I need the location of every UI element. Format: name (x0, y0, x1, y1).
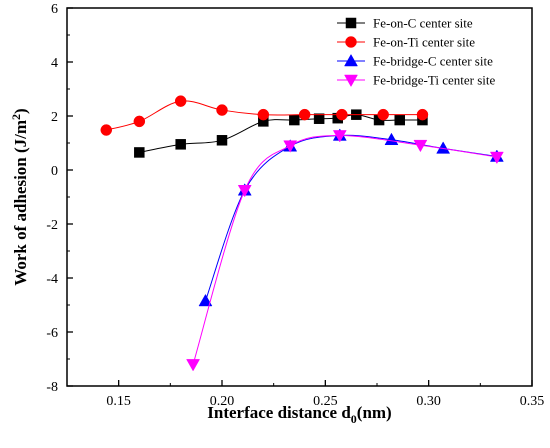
series-line (204, 134, 497, 302)
legend-label: Fe-on-Ti center site (373, 35, 475, 50)
data-point (298, 108, 311, 121)
legend-marker (344, 74, 358, 88)
y-tick-label: 4 (51, 56, 58, 71)
legend-item: Fe-on-Ti center site (337, 35, 475, 50)
x-tick-label: 0.20 (210, 394, 235, 409)
y-tick-label: -6 (46, 326, 58, 341)
data-point (175, 139, 186, 150)
legend: Fe-on-C center site Fe-on-Ti center site F… (337, 16, 495, 88)
legend-label: Fe-bridge-Ti center site (373, 73, 495, 88)
data-point (384, 132, 399, 146)
y-axis-title: Work of adhesion (J/m2) (9, 108, 30, 285)
y-axis-title-close: ) (11, 108, 30, 114)
x-axis-title: Interface distance d0(nm) (207, 403, 391, 426)
y-axis-title-superscript: 2 (9, 114, 23, 120)
series-line (192, 134, 497, 365)
data-point (413, 139, 428, 153)
series-3 (198, 128, 504, 307)
data-point (216, 104, 228, 116)
legend-item: Fe-bridge-Ti center site (337, 73, 495, 88)
x-axis-title-subscript: 0 (351, 412, 357, 426)
y-tick-label: 0 (51, 164, 58, 179)
data-point (283, 140, 298, 153)
legend-item: Fe-on-C center site (337, 16, 473, 31)
legend-item: Fe-bridge-C center site (337, 54, 493, 69)
data-point (489, 151, 504, 165)
data-point (216, 135, 228, 146)
series-4 (186, 130, 504, 372)
x-tick-label: 0.30 (416, 394, 441, 409)
y-tick-label: -4 (46, 272, 58, 287)
y-axis-title-main: Work of adhesion (J/m (11, 120, 30, 286)
data-point (289, 114, 300, 126)
data-point (336, 108, 348, 121)
data-point (134, 147, 145, 158)
data-point (313, 113, 325, 124)
y-tick-label: 6 (51, 2, 58, 17)
data-point (133, 115, 146, 128)
x-axis-title-unit: (nm) (357, 403, 392, 422)
data-point (394, 114, 405, 126)
y-tick-label: 2 (51, 110, 58, 125)
legend-label: Fe-on-C center site (373, 16, 473, 31)
legend-marker (345, 36, 357, 48)
legend-label: Fe-bridge-C center site (373, 54, 493, 69)
y-tick-label: -8 (46, 380, 58, 395)
data-point (237, 185, 252, 198)
data-point (174, 95, 187, 107)
data-point (186, 359, 200, 372)
data-point (332, 130, 347, 143)
legend-marker (345, 17, 357, 29)
x-tick-label: 0.15 (106, 394, 131, 409)
data-point (198, 293, 213, 307)
x-tick-label: 0.25 (313, 394, 338, 409)
data-point (100, 124, 113, 136)
x-tick-label: 0.35 (520, 394, 545, 409)
series-layer (100, 95, 504, 372)
legend-marker (344, 53, 358, 67)
data-point (257, 108, 270, 121)
data-point (377, 108, 389, 121)
data-point (416, 108, 429, 121)
x-axis-title-main: Interface distance d (207, 403, 351, 422)
series-2 (100, 95, 429, 136)
y-tick-label: -2 (46, 218, 58, 233)
ticks-layer: 0.15 0.20 0.25 0.30 0.35 -8 -6 -4 -2 0 2 4 6 (46, 2, 544, 409)
